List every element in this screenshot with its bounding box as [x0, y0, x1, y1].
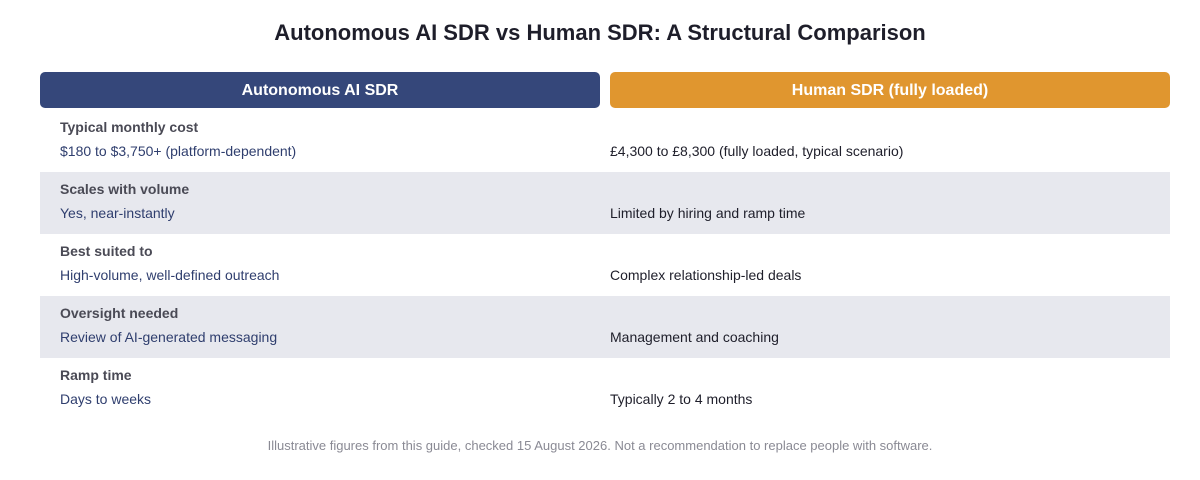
ai-sdr-value: Days to weeks [60, 391, 152, 407]
human-sdr-value: Complex relationship-led deals [610, 267, 802, 283]
ai-sdr-value: Yes, near-instantly [60, 205, 175, 221]
column-header-ai-sdr: Autonomous AI SDR [40, 72, 600, 108]
row-label: Oversight needed [60, 305, 179, 321]
row-label: Scales with volume [60, 181, 190, 197]
comparison-row-oversight-needed: Oversight needed Review of AI-generated … [40, 296, 1170, 358]
human-sdr-value: Management and coaching [610, 329, 779, 345]
comparison-table: Typical monthly cost $180 to $3,750+ (pl… [40, 110, 1170, 420]
row-label: Typical monthly cost [60, 119, 199, 135]
ai-sdr-value: Review of AI-generated messaging [60, 329, 278, 345]
comparison-row-best-suited-to: Best suited to High-volume, well-defined… [40, 234, 1170, 296]
column-header-human-sdr: Human SDR (fully loaded) [610, 72, 1170, 108]
ai-sdr-value: High-volume, well-defined outreach [60, 267, 280, 283]
human-sdr-value: Limited by hiring and ramp time [610, 205, 806, 221]
footnote: Illustrative figures from this guide, ch… [267, 438, 933, 453]
human-sdr-value: Typically 2 to 4 months [610, 391, 753, 407]
page-title: Autonomous AI SDR vs Human SDR: A Struct… [274, 20, 926, 45]
comparison-row-monthly-cost: Typical monthly cost $180 to $3,750+ (pl… [40, 110, 1170, 172]
row-label: Ramp time [60, 367, 132, 383]
comparison-row-scales-with-volume: Scales with volume Yes, near-instantly L… [40, 172, 1170, 234]
ai-sdr-value: $180 to $3,750+ (platform-dependent) [60, 143, 297, 159]
human-sdr-value: £4,300 to £8,300 (fully loaded, typical … [610, 143, 904, 159]
row-label: Best suited to [60, 243, 153, 259]
comparison-row-ramp-time: Ramp time Days to weeks Typically 2 to 4… [40, 358, 1170, 420]
